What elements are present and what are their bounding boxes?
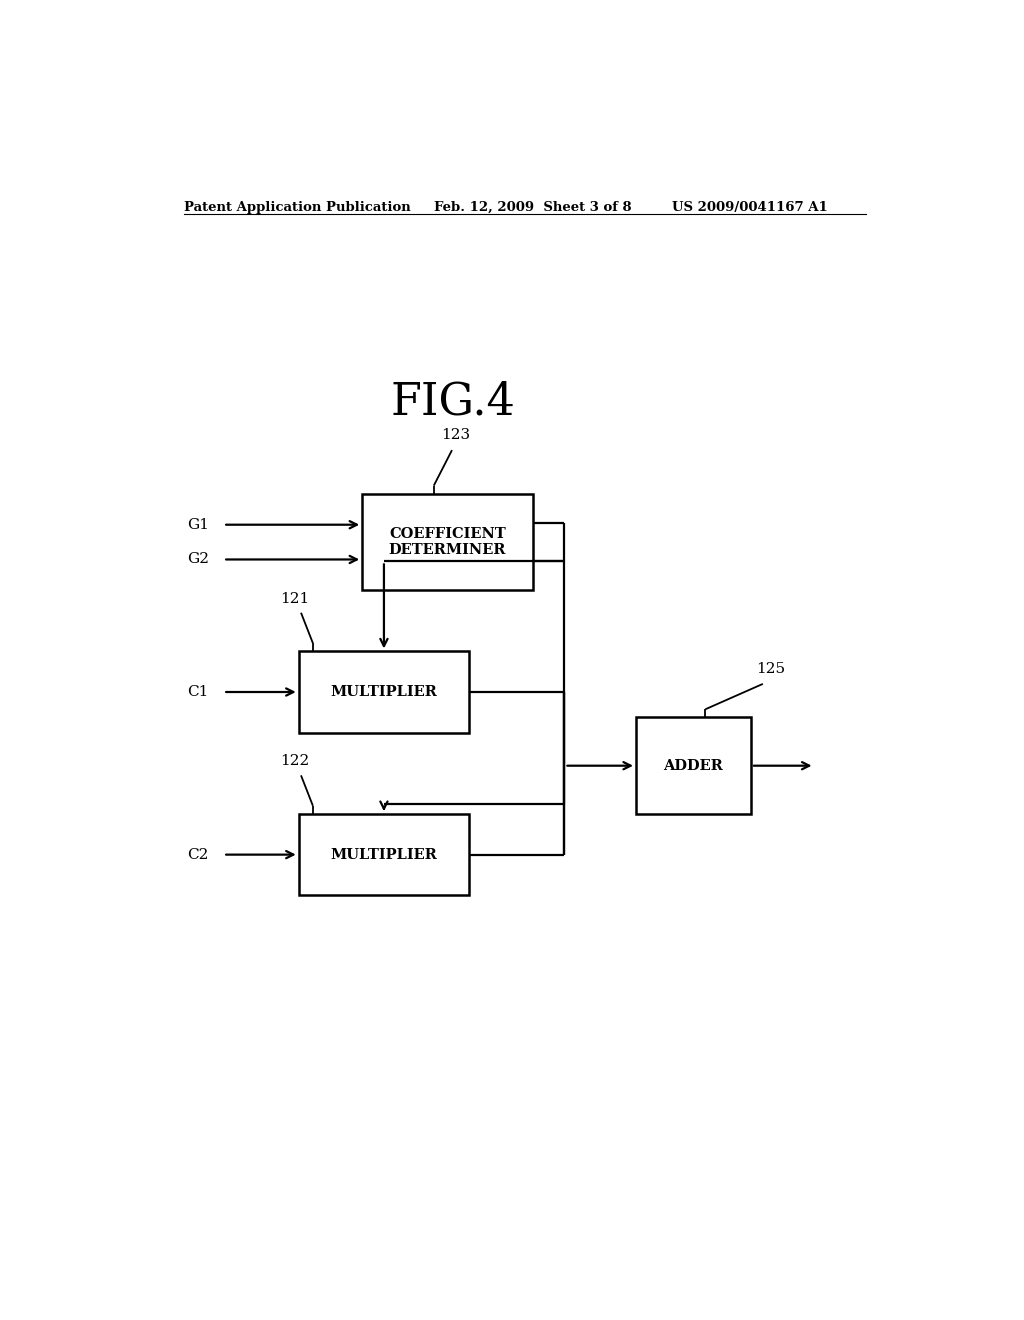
Text: Patent Application Publication: Patent Application Publication	[183, 201, 411, 214]
Bar	[362, 494, 532, 590]
Text: FIG.4: FIG.4	[391, 380, 516, 424]
Text: C2: C2	[187, 847, 209, 862]
Text: 125: 125	[757, 661, 785, 676]
Text: Feb. 12, 2009  Sheet 3 of 8: Feb. 12, 2009 Sheet 3 of 8	[433, 201, 631, 214]
Text: ADDER: ADDER	[664, 759, 723, 772]
Bar	[636, 718, 751, 814]
Text: 123: 123	[441, 428, 470, 442]
Text: COEFFICIENT
DETERMINER: COEFFICIENT DETERMINER	[389, 527, 506, 557]
Text: C1: C1	[187, 685, 209, 700]
Text: MULTIPLIER: MULTIPLIER	[331, 847, 437, 862]
Text: 122: 122	[280, 754, 309, 768]
Text: G2: G2	[187, 553, 210, 566]
Text: 121: 121	[280, 591, 309, 606]
Bar	[299, 651, 469, 733]
Bar	[299, 814, 469, 895]
Text: G1: G1	[187, 517, 210, 532]
Text: MULTIPLIER: MULTIPLIER	[331, 685, 437, 700]
Text: US 2009/0041167 A1: US 2009/0041167 A1	[672, 201, 827, 214]
